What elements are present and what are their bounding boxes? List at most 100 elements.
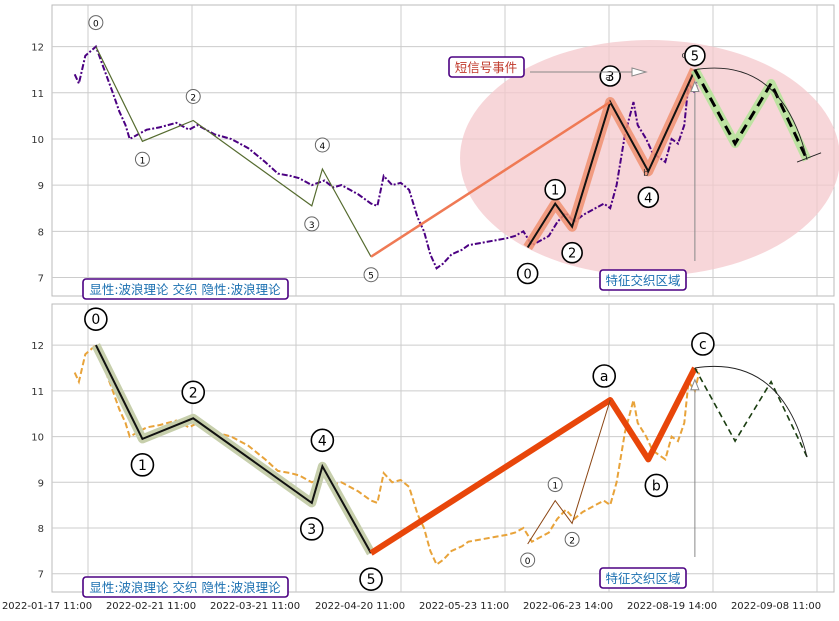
wave-label-marker [359, 567, 383, 591]
wave-line [95, 344, 372, 554]
short-mark: b [643, 169, 649, 179]
wave-label-marker [130, 453, 155, 477]
wave-label-text: a [600, 369, 609, 385]
wave-label-marker [181, 380, 206, 405]
region-label-box [599, 269, 687, 291]
wave-small-line [527, 399, 611, 545]
wave-label-marker [299, 517, 324, 541]
region-label: 特征交织区域 [605, 273, 680, 288]
wave-label-marker [304, 216, 320, 232]
wave-label-text: 4 [319, 142, 325, 152]
legend-label: 显性:波浪理论 交织 隐性:波浪理论 [89, 282, 281, 297]
wave-label-marker [564, 531, 580, 547]
x-tick-label: 2022-03-21 11:00 [210, 601, 300, 612]
x-tick-label: 2022-05-23 11:00 [419, 601, 509, 612]
x-tick-label: 2022-09-08 11:00 [731, 601, 821, 612]
wave-label-text: 2 [569, 536, 575, 546]
wave-label-text: 2 [568, 247, 576, 262]
legend-label: 显性:波浪理论 交织 隐性:波浪理论 [89, 580, 281, 595]
wave-label-marker [134, 151, 150, 167]
y-tick-label: 11 [31, 89, 44, 100]
signal-arrowhead [690, 80, 700, 93]
wave-label-text: 1 [551, 184, 559, 199]
wave-orange-line [369, 366, 698, 556]
legend-box [82, 278, 289, 300]
wave-label-marker [84, 307, 108, 331]
forecast-line [693, 68, 809, 161]
wave-label-marker [88, 15, 104, 31]
y-tick-label: 10 [31, 135, 44, 146]
x-tick-label: 2022-02-21 11:00 [106, 601, 196, 612]
y-tick-label: 9 [38, 478, 44, 489]
wave-label-text: 0 [91, 312, 100, 328]
wave-label-text: 0 [93, 20, 99, 30]
wave-label-marker [185, 88, 201, 104]
x-axis: 2022-01-17 11:00 2022-02-21 11:00 2022-03-… [2, 601, 821, 612]
wave-label-marker [547, 477, 563, 493]
forecast-line [694, 367, 808, 458]
signal-label-box [448, 56, 525, 78]
short-mark: c [682, 51, 687, 61]
y-tick-label: 12 [31, 43, 44, 54]
wave-label-marker [684, 44, 706, 67]
x-tick-label: 2022-04-20 11:00 [315, 601, 405, 612]
wave-label-text: 0 [525, 557, 531, 567]
wave-connector [370, 100, 611, 258]
wave-label-marker [644, 473, 669, 498]
wave-label-marker [691, 332, 715, 356]
wave-label-text: 2 [190, 93, 196, 103]
y-tick-label: 7 [38, 274, 44, 285]
legend-box [82, 576, 289, 598]
short-mark: a [605, 73, 611, 83]
wave-label-marker [592, 364, 617, 388]
wave-label-marker [516, 262, 539, 285]
wave-label-text: 5 [367, 572, 376, 588]
wave-label-text: c [699, 337, 707, 353]
wave-label-marker [561, 241, 583, 264]
signal-pointer-head [631, 67, 648, 77]
y-tick-label: 10 [31, 433, 44, 444]
wave-label-marker [637, 186, 660, 209]
price-line [73, 343, 701, 567]
wave-label-text: 1 [140, 156, 146, 166]
y-tick-label: 7 [38, 570, 44, 581]
wave-label-text: 3 [606, 70, 614, 85]
region-label-box [599, 567, 687, 589]
wave-label-marker [599, 65, 622, 87]
wave-label-text: 1 [138, 458, 147, 474]
forecast-arc [694, 67, 808, 160]
y-tick-label: 9 [38, 181, 44, 192]
x-tick-label: 2022-06-23 14:00 [523, 601, 613, 612]
wave-label-marker [363, 267, 379, 283]
forecast-tick [796, 152, 822, 163]
wave-label-text: 0 [524, 268, 532, 283]
wave-label-text: b [652, 478, 661, 494]
wave-line [526, 69, 696, 249]
wave-label-text: 4 [318, 433, 327, 449]
region-label: 特征交织区域 [605, 571, 680, 586]
wave-label-marker [520, 552, 536, 568]
x-tick-label: 2022-01-17 11:00 [2, 601, 92, 612]
wave-line [95, 46, 372, 257]
signal-arrowhead [690, 378, 700, 391]
y-tick-label: 8 [38, 524, 44, 535]
signal-label: 短信号事件 [455, 60, 518, 75]
wave-label-text: 5 [691, 50, 699, 65]
wave-label-text: 3 [309, 221, 315, 231]
wave-label-marker [310, 428, 335, 453]
wave-label-marker [544, 178, 566, 201]
x-tick-label: 2022-08-19 14:00 [627, 601, 717, 612]
wave-label-text: 3 [307, 522, 316, 538]
y-tick-label: 11 [31, 387, 44, 398]
wave-label-text: 1 [552, 482, 558, 492]
y-tick-label: 12 [31, 341, 44, 352]
forecast-arc [694, 366, 808, 458]
plot-frame [51, 303, 835, 593]
wave-label-text: 4 [644, 191, 652, 206]
wave-label-text: 2 [189, 385, 198, 401]
wave-label-text: 5 [368, 272, 374, 282]
